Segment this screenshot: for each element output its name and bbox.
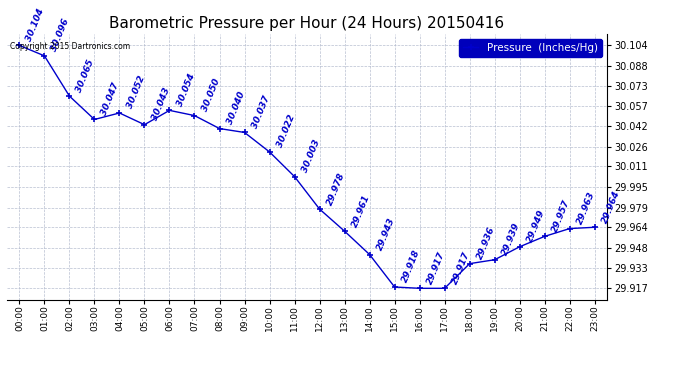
Pressure  (Inches/Hg) [566,226,574,231]
Text: 29.957: 29.957 [550,198,571,234]
Pressure  (Inches/Hg) [290,174,299,179]
Pressure  (Inches/Hg) [366,252,374,257]
Text: 29.963: 29.963 [575,190,597,226]
Pressure  (Inches/Hg) [90,117,99,122]
Text: 29.961: 29.961 [350,193,371,228]
Text: 29.917: 29.917 [425,250,446,285]
Pressure  (Inches/Hg) [66,94,74,98]
Pressure  (Inches/Hg) [115,111,124,115]
Text: 29.964: 29.964 [600,189,622,225]
Pressure  (Inches/Hg) [491,258,499,262]
Pressure  (Inches/Hg) [315,207,324,212]
Pressure  (Inches/Hg) [415,286,424,291]
Text: Copyright 2015 Dartronics.com: Copyright 2015 Dartronics.com [10,42,130,51]
Text: 30.047: 30.047 [100,81,121,117]
Pressure  (Inches/Hg) [140,122,148,127]
Text: 30.037: 30.037 [250,94,271,130]
Pressure  (Inches/Hg) [391,285,399,289]
Pressure  (Inches/Hg) [40,54,48,58]
Text: 30.052: 30.052 [125,75,146,110]
Pressure  (Inches/Hg) [215,126,224,131]
Pressure  (Inches/Hg) [266,150,274,154]
Pressure  (Inches/Hg) [190,113,199,118]
Pressure  (Inches/Hg) [515,244,524,249]
Pressure  (Inches/Hg) [440,286,449,291]
Text: 30.050: 30.050 [200,77,221,113]
Pressure  (Inches/Hg) [540,234,549,238]
Text: 30.065: 30.065 [75,58,97,93]
Text: 30.096: 30.096 [50,18,71,53]
Text: 30.104: 30.104 [25,7,46,43]
Legend: Pressure  (Inches/Hg): Pressure (Inches/Hg) [459,39,602,57]
Pressure  (Inches/Hg) [466,261,474,266]
Text: 29.936: 29.936 [475,225,497,261]
Pressure  (Inches/Hg) [15,43,23,48]
Text: 30.054: 30.054 [175,72,197,108]
Text: 29.943: 29.943 [375,216,397,252]
Text: 30.040: 30.040 [225,90,246,126]
Text: 30.043: 30.043 [150,86,171,122]
Pressure  (Inches/Hg) [166,108,174,112]
Pressure  (Inches/Hg) [340,229,348,233]
Text: 29.917: 29.917 [450,250,471,285]
Line: Pressure  (Inches/Hg): Pressure (Inches/Hg) [16,42,598,292]
Text: 29.918: 29.918 [400,249,422,284]
Text: 30.022: 30.022 [275,114,297,149]
Pressure  (Inches/Hg) [240,130,248,135]
Text: 29.978: 29.978 [325,171,346,206]
Title: Barometric Pressure per Hour (24 Hours) 20150416: Barometric Pressure per Hour (24 Hours) … [110,16,504,31]
Text: 29.949: 29.949 [525,209,546,244]
Text: 29.939: 29.939 [500,222,522,257]
Pressure  (Inches/Hg) [591,225,599,230]
Text: 30.003: 30.003 [300,138,322,174]
